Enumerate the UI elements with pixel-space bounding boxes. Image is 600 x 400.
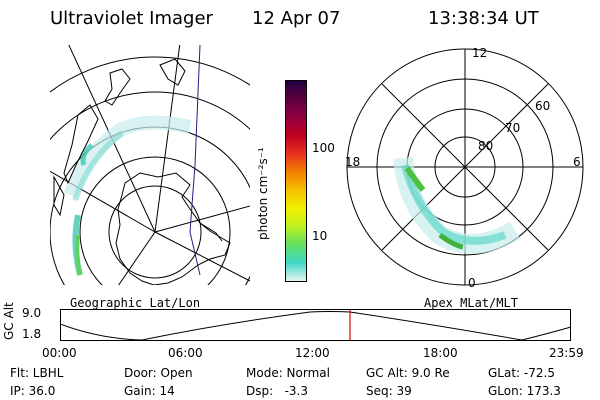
geographic-map [50,45,250,285]
status-glon: GLon: 173.3 [488,384,561,398]
altitude-plot [60,309,572,341]
status-dsp: Dsp: -3.3 [246,384,309,398]
geo-gridlines [50,45,250,285]
geo-aurora [63,115,192,276]
status-ip: IP: 36.0 [10,384,56,398]
colorbar-tick-100: 100 [312,141,335,155]
status-door: Door: Open [124,366,193,380]
altitude-ytick-9: 9.0 [22,306,42,320]
altitude-curve [60,311,572,341]
status-mode: Mode: Normal [246,366,330,380]
mlat-label-70: 70 [505,121,520,135]
xtick-1800: 18:00 [423,346,458,360]
time-label: 13:38:34 UT [428,8,539,29]
mlt-label-12: 12 [472,46,487,60]
altitude-plot-frame [60,309,571,341]
apex-panel-label: Apex MLat/MLT [424,296,518,310]
geo-panel-label: Geographic Lat/Lon [70,296,201,310]
mlt-label-18: 18 [345,155,360,169]
colorbar-tick-10: 10 [312,229,328,243]
status-gc-alt: GC Alt: 9.0 Re [366,366,450,380]
altitude-ytick-1: 1.8 [22,327,42,341]
status-gain: Gain: 14 [124,384,175,398]
apex-aurora [393,156,521,254]
xtick-1200: 12:00 [295,346,330,360]
xtick-2359: 23:59 [549,346,584,360]
instrument-title: Ultraviolet Imager [50,8,213,29]
mlat-label-80: 80 [478,139,493,153]
xtick-0600: 06:00 [168,346,203,360]
altitude-ylabel: GC Alt [2,302,16,340]
geo-coastlines [53,58,231,285]
apex-polar-plot: 12 18 6 0 60 70 80 [345,46,584,290]
mlt-label-0: 0 [468,276,476,290]
colorbar-unit-label: photon cm⁻²s⁻¹ [256,147,270,240]
geo-orbit-track [189,45,201,276]
status-filter: Flt: LBHL [10,366,64,380]
colorbar [285,80,307,282]
mlt-label-6: 6 [573,155,581,169]
mlat-label-60: 60 [535,99,550,113]
status-glat: GLat: -72.5 [488,366,555,380]
status-seq: Seq: 39 [366,384,412,398]
apex-gridlines [346,48,584,286]
date-label: 12 Apr 07 [252,8,341,29]
xtick-0000: 00:00 [42,346,77,360]
